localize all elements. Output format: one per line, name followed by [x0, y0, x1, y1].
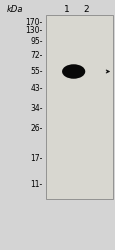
Text: 1: 1	[63, 5, 69, 14]
Text: kDa: kDa	[7, 5, 23, 14]
Text: 17-: 17-	[30, 154, 43, 163]
Text: 130-: 130-	[25, 26, 43, 35]
Text: 55-: 55-	[30, 68, 43, 76]
Bar	[46, 14, 112, 199]
Text: 170-: 170-	[25, 18, 43, 27]
Text: 34-: 34-	[30, 104, 43, 113]
Text: 11-: 11-	[30, 180, 43, 189]
Ellipse shape	[62, 64, 85, 79]
Text: 95-: 95-	[30, 37, 43, 46]
Text: 72-: 72-	[30, 51, 43, 60]
Text: 26-: 26-	[30, 124, 43, 133]
Text: 43-: 43-	[30, 84, 43, 93]
Text: 2: 2	[83, 5, 88, 14]
